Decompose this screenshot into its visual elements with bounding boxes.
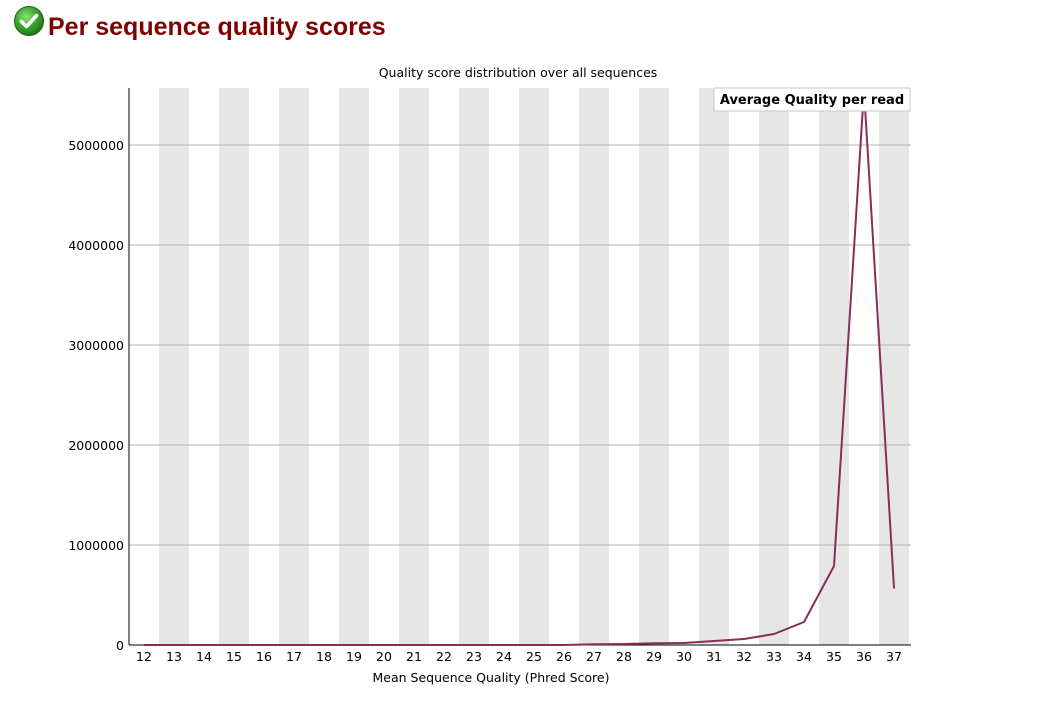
chart-title: Quality score distribution over all sequ… bbox=[379, 65, 658, 80]
x-tick-label: 26 bbox=[556, 649, 572, 664]
x-tick-label: 22 bbox=[436, 649, 452, 664]
x-axis-label: Mean Sequence Quality (Phred Score) bbox=[373, 670, 610, 685]
data-point-25 bbox=[533, 644, 535, 646]
chart-background-stripes bbox=[159, 88, 909, 645]
data-point-35 bbox=[833, 565, 835, 567]
stripe-25 bbox=[519, 88, 549, 645]
data-point-37 bbox=[893, 587, 895, 589]
x-tick-label: 23 bbox=[466, 649, 482, 664]
legend-label: Average Quality per read bbox=[720, 93, 904, 108]
pass-check-icon bbox=[14, 6, 44, 36]
stripe-13 bbox=[159, 88, 189, 645]
data-point-22 bbox=[443, 644, 445, 646]
y-tick-label: 1000000 bbox=[68, 538, 124, 553]
data-point-17 bbox=[293, 644, 295, 646]
data-point-21 bbox=[413, 644, 415, 646]
data-point-32 bbox=[743, 638, 745, 640]
y-tick-label: 3000000 bbox=[68, 338, 124, 353]
y-tick-label: 0 bbox=[116, 638, 124, 653]
data-point-12 bbox=[143, 644, 145, 646]
stripe-17 bbox=[279, 88, 309, 645]
data-point-19 bbox=[353, 644, 355, 646]
x-tick-label: 21 bbox=[406, 649, 422, 664]
data-point-18 bbox=[323, 644, 325, 646]
chart-legend: Average Quality per read bbox=[713, 87, 911, 112]
data-point-15 bbox=[233, 644, 235, 646]
data-point-29 bbox=[653, 642, 655, 644]
page-title: Per sequence quality scores bbox=[48, 13, 386, 41]
x-tick-label: 31 bbox=[706, 649, 722, 664]
x-tick-label: 25 bbox=[526, 649, 542, 664]
y-tick-label: 5000000 bbox=[68, 138, 124, 153]
x-tick-label: 13 bbox=[166, 649, 182, 664]
data-point-27 bbox=[593, 643, 595, 645]
y-tick-label: 4000000 bbox=[68, 238, 124, 253]
x-tick-label: 14 bbox=[196, 649, 212, 664]
x-tick-label: 34 bbox=[796, 649, 812, 664]
data-point-24 bbox=[503, 644, 505, 646]
legend-box bbox=[713, 87, 911, 112]
x-tick-label: 18 bbox=[316, 649, 332, 664]
stripe-21 bbox=[399, 88, 429, 645]
data-point-13 bbox=[173, 644, 175, 646]
x-tick-label: 35 bbox=[826, 649, 842, 664]
x-tick-label: 29 bbox=[646, 649, 662, 664]
x-tick-label: 15 bbox=[226, 649, 242, 664]
x-tick-label: 12 bbox=[136, 649, 152, 664]
x-tick-label: 16 bbox=[256, 649, 272, 664]
data-point-20 bbox=[383, 644, 385, 646]
x-tick-label: 20 bbox=[376, 649, 392, 664]
stripe-37 bbox=[879, 88, 909, 645]
data-point-34 bbox=[803, 621, 805, 623]
x-tick-label: 30 bbox=[676, 649, 692, 664]
x-tick-label: 33 bbox=[766, 649, 782, 664]
x-tick-label: 28 bbox=[616, 649, 632, 664]
stripe-23 bbox=[459, 88, 489, 645]
data-point-26 bbox=[563, 644, 565, 646]
y-tick-label: 2000000 bbox=[68, 438, 124, 453]
data-point-23 bbox=[473, 644, 475, 646]
stripe-29 bbox=[639, 88, 669, 645]
x-axis-ticks: 12 13 14 15 16 17 18 19 20 21 22 23 24 25 26 27 28 29 30 31… bbox=[136, 649, 902, 664]
x-tick-label: 24 bbox=[496, 649, 512, 664]
chart-gridlines bbox=[129, 144, 911, 546]
x-tick-label: 19 bbox=[346, 649, 362, 664]
data-point-33 bbox=[773, 633, 775, 635]
y-axis-ticks: 0 1000000 2000000 3000000 4000000 5000000 bbox=[68, 138, 124, 653]
stripe-27 bbox=[579, 88, 609, 645]
data-point-28 bbox=[623, 643, 625, 645]
data-point-31 bbox=[713, 640, 715, 642]
data-point-16 bbox=[263, 644, 265, 646]
x-tick-label: 27 bbox=[586, 649, 602, 664]
data-point-14 bbox=[203, 644, 205, 646]
stripe-33 bbox=[759, 88, 789, 645]
stripe-31 bbox=[699, 88, 729, 645]
series-line-0 bbox=[144, 89, 895, 646]
chart-series bbox=[143, 89, 895, 646]
x-tick-label: 17 bbox=[286, 649, 302, 664]
x-tick-label: 36 bbox=[856, 649, 872, 664]
x-tick-label: 37 bbox=[886, 649, 902, 664]
stripe-19 bbox=[339, 88, 369, 645]
stripe-15 bbox=[219, 88, 249, 645]
data-point-30 bbox=[683, 642, 685, 644]
x-tick-label: 32 bbox=[736, 649, 752, 664]
